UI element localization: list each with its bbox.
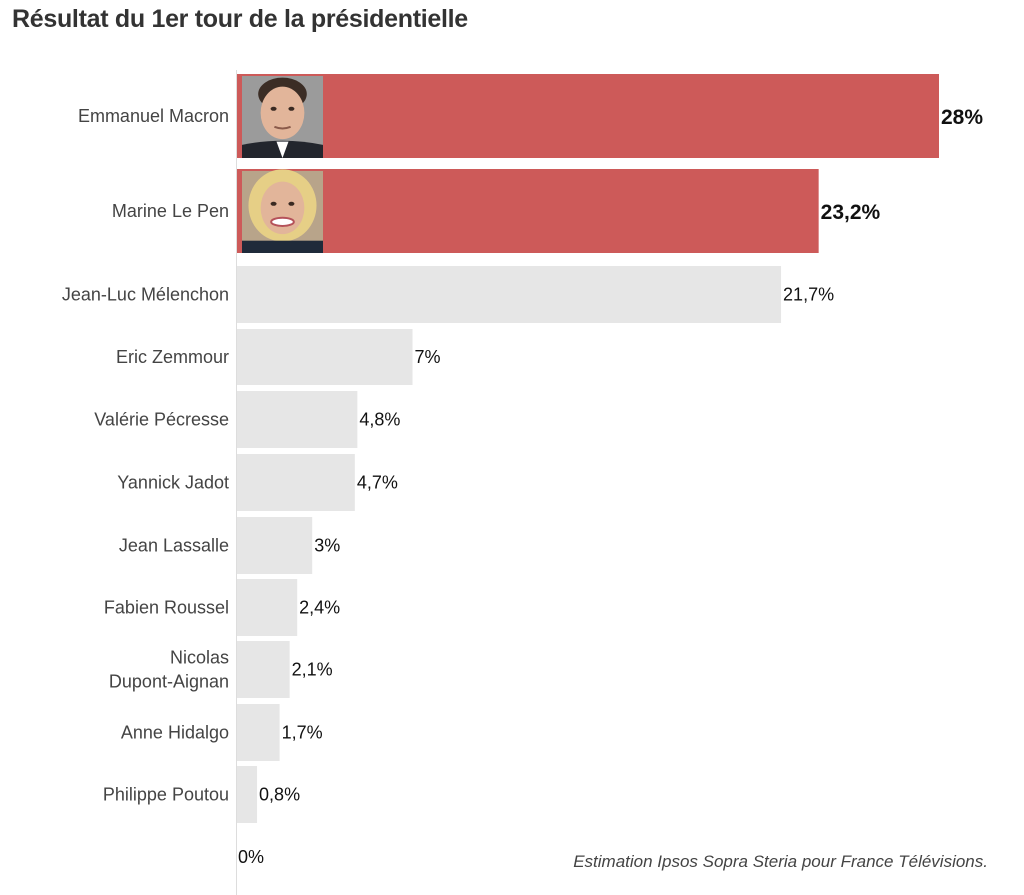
eye-shape xyxy=(270,106,277,111)
face-shape xyxy=(260,86,305,140)
category-label: Jean-Luc Mélenchon xyxy=(62,285,229,305)
bar-row: Jean-Luc Mélenchon 21,7% xyxy=(62,266,834,323)
bar-row: Valérie Pécresse 4,8% xyxy=(94,391,400,448)
bar-row: Marine Le Pen 23,2% xyxy=(112,169,881,253)
macron-photo xyxy=(242,76,323,158)
category-label: Eric Zemmour xyxy=(116,347,229,367)
category-label: Nicolas xyxy=(170,648,229,668)
category-label: Emmanuel Macron xyxy=(78,106,229,126)
bar xyxy=(237,454,355,511)
bar-row: Eric Zemmour 7% xyxy=(116,329,441,385)
bar xyxy=(237,766,258,823)
bar xyxy=(237,641,290,698)
value-label: 7% xyxy=(415,347,441,367)
value-label: 1,7% xyxy=(282,723,323,743)
bar-row: Emmanuel Macron 28% xyxy=(78,74,983,158)
bar-row: Yannick Jadot 4,7% xyxy=(117,454,398,511)
eye-shape xyxy=(288,201,295,206)
bar-row: Jean Lassalle 3% xyxy=(119,517,340,574)
category-label: Dupont-Aignan xyxy=(109,672,229,692)
category-label: Jean Lassalle xyxy=(119,536,229,556)
bar-row: Nicolas Dupont-Aignan 2,1% xyxy=(109,641,333,698)
bar xyxy=(237,74,939,158)
category-label: Fabien Roussel xyxy=(104,598,229,618)
value-label: 3% xyxy=(314,536,340,556)
le-pen-photo xyxy=(242,169,323,253)
eye-shape xyxy=(288,106,295,111)
bar-row: Anne Hidalgo 1,7% xyxy=(121,704,323,761)
mouth-shape xyxy=(274,125,291,130)
category-label: Yannick Jadot xyxy=(117,473,229,493)
bar xyxy=(237,517,313,574)
bar xyxy=(237,266,782,323)
clothing-shape xyxy=(242,240,323,253)
shirt-shape xyxy=(276,141,289,158)
bar xyxy=(237,329,413,385)
bar-row: Philippe Poutou 0,8% xyxy=(103,766,300,823)
smile-shape xyxy=(270,216,295,227)
category-label: Valérie Pécresse xyxy=(94,410,229,430)
bar xyxy=(237,169,819,253)
chart-title: Résultat du 1er tour de la présidentiell… xyxy=(12,5,468,33)
value-label: 4,7% xyxy=(357,473,398,493)
value-label: 23,2% xyxy=(821,201,881,224)
value-label: 28% xyxy=(941,106,983,129)
axis-zero-label: 0% xyxy=(238,847,264,867)
category-label: Philippe Poutou xyxy=(103,785,229,805)
value-label: 2,1% xyxy=(292,660,333,680)
category-label: Anne Hidalgo xyxy=(121,723,229,743)
bar xyxy=(237,704,280,761)
category-label: Marine Le Pen xyxy=(112,201,229,221)
eye-shape xyxy=(270,201,277,206)
value-label: 4,8% xyxy=(359,410,400,430)
bar-row: Fabien Roussel 2,4% xyxy=(104,579,340,636)
value-label: 21,7% xyxy=(783,285,834,305)
bar xyxy=(237,579,298,636)
value-label: 0,8% xyxy=(259,785,300,805)
value-label: 2,4% xyxy=(299,598,340,618)
bar xyxy=(237,391,358,448)
source-note: Estimation Ipsos Sopra Steria pour Franc… xyxy=(573,852,988,871)
